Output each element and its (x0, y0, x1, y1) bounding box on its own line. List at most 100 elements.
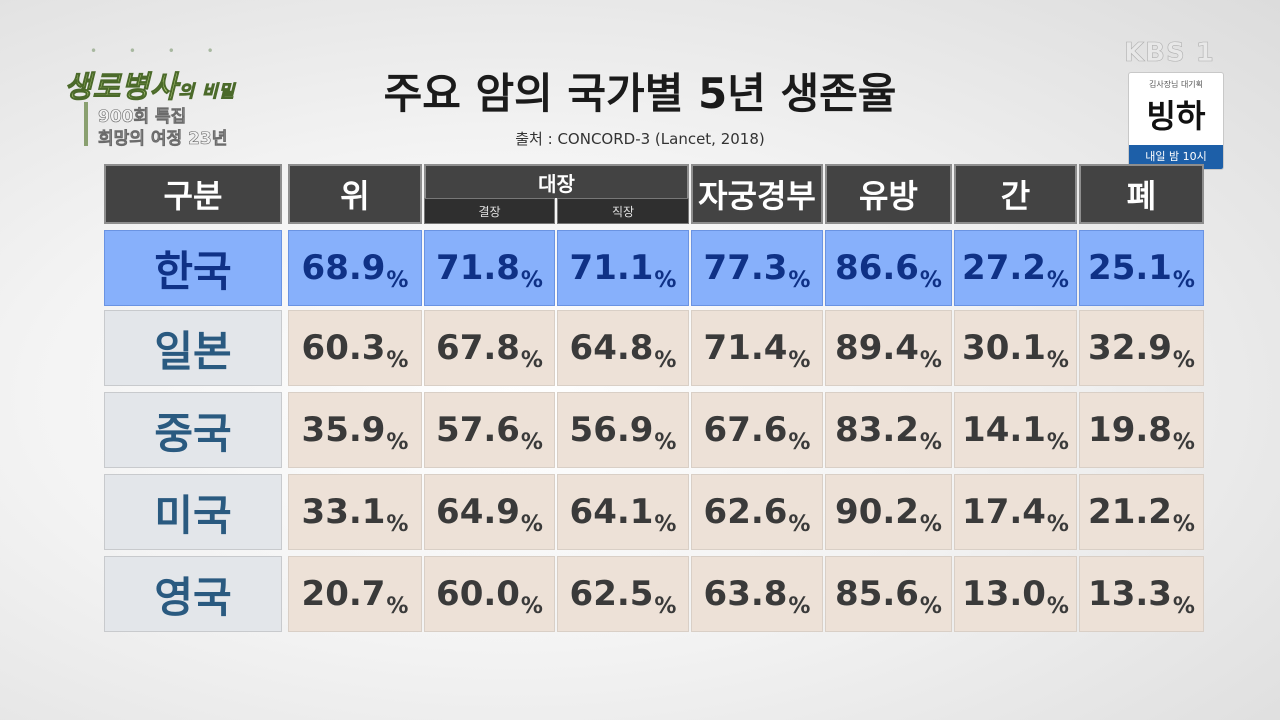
value-number: 67.6 (703, 410, 788, 450)
value-number: 77.3 (703, 248, 788, 288)
value-unit: % (788, 430, 811, 455)
value-number: 64.8 (569, 328, 654, 368)
header-2-sub-2: 직장 (557, 198, 689, 224)
value-cell-r3-c5: 83.2% (825, 392, 952, 468)
value-number: 32.9 (1088, 328, 1172, 368)
value-cell-r4-c4: 62.6% (691, 474, 823, 550)
value-cell-r5-c1: 20.7% (288, 556, 422, 632)
value-unit: % (654, 268, 677, 293)
header-2-group: 대장 (424, 164, 689, 198)
value-unit: % (520, 348, 543, 373)
program-logo-title-small: 의 비밀 (178, 82, 236, 103)
promo-tag: 김사장님 대기획 (1148, 80, 1204, 89)
value-number: 90.2 (835, 492, 919, 532)
value-unit: % (1172, 512, 1195, 537)
value-number: 67.8 (436, 328, 520, 368)
value-cell-r5-c2: 60.0% (424, 556, 555, 632)
value-number: 33.1 (301, 492, 386, 532)
value-number: 64.1 (569, 492, 654, 532)
value-cell-r4-c6: 17.4% (954, 474, 1077, 550)
value-cell-r3-c4: 67.6% (691, 392, 823, 468)
value-unit: % (1172, 430, 1195, 455)
value-number: 89.4 (835, 328, 919, 368)
program-logo-bar (84, 102, 88, 146)
value-cell-r4-c1: 33.1% (288, 474, 422, 550)
header-4: 유방 (825, 164, 952, 224)
promo-badge: 김사장님 대기획 빙하 내일 밤 10시 (1128, 72, 1224, 170)
value-cell-r1-c7: 25.1% (1079, 230, 1204, 306)
header-3: 자궁경부 (691, 164, 823, 224)
value-cell-r3-c3: 56.9% (557, 392, 689, 468)
program-logo: • • • • 생로병사의 비밀 900회 특집 희망의 여정 23년 (58, 40, 288, 160)
chart-title: 주요 암의 국가별 5년 생존율 (383, 69, 897, 118)
value-cell-r2-c5: 89.4% (825, 310, 952, 386)
value-cell-r5-c6: 13.0% (954, 556, 1077, 632)
row-label-4: 미국 (104, 474, 282, 550)
value-unit: % (520, 268, 543, 293)
value-unit: % (788, 512, 811, 537)
value-number: 63.8 (703, 574, 788, 614)
program-logo-title-main: 생로병사 (63, 70, 179, 106)
value-number: 30.1 (962, 328, 1046, 368)
value-number: 25.1 (1088, 248, 1172, 288)
value-unit: % (788, 348, 811, 373)
value-unit: % (386, 594, 409, 619)
program-logo-title: 생로병사의 비밀 (63, 62, 236, 106)
value-unit: % (919, 348, 942, 373)
value-cell-r1-c3: 71.1% (557, 230, 689, 306)
header-6: 폐 (1079, 164, 1204, 224)
value-unit: % (654, 512, 677, 537)
value-cell-r2-c3: 64.8% (557, 310, 689, 386)
value-number: 14.1 (962, 410, 1046, 450)
value-unit: % (1046, 430, 1069, 455)
value-cell-r1-c2: 71.8% (424, 230, 555, 306)
value-number: 60.0 (436, 574, 520, 614)
value-cell-r2-c6: 30.1% (954, 310, 1077, 386)
value-unit: % (520, 512, 543, 537)
program-subtitle-1: 900회 특집 (98, 107, 187, 128)
value-unit: % (520, 594, 543, 619)
chart-source: 출처 : CONCORD-3 (Lancet, 2018) (515, 130, 765, 148)
header-5: 간 (954, 164, 1077, 224)
value-unit: % (919, 430, 942, 455)
value-cell-r2-c2: 67.8% (424, 310, 555, 386)
value-unit: % (788, 594, 811, 619)
value-cell-r5-c7: 13.3% (1079, 556, 1204, 632)
value-number: 13.3 (1088, 574, 1172, 614)
row-label-5: 영국 (104, 556, 282, 632)
value-unit: % (386, 430, 409, 455)
value-cell-r1-c1: 68.9% (288, 230, 422, 306)
row-label-2: 일본 (104, 310, 282, 386)
value-number: 62.6 (703, 492, 788, 532)
value-cell-r2-c1: 60.3% (288, 310, 422, 386)
row-label-1: 한국 (104, 230, 282, 306)
value-unit: % (520, 430, 543, 455)
value-number: 17.4 (962, 492, 1046, 532)
value-cell-r2-c4: 71.4% (691, 310, 823, 386)
value-unit: % (1172, 268, 1195, 293)
header-2-sub-1: 결장 (424, 198, 555, 224)
value-number: 64.9 (436, 492, 520, 532)
value-cell-r2-c7: 32.9% (1079, 310, 1204, 386)
value-cell-r3-c1: 35.9% (288, 392, 422, 468)
value-cell-r1-c4: 77.3% (691, 230, 823, 306)
value-number: 71.8 (436, 248, 520, 288)
promo-title: 빙하 (1146, 97, 1206, 135)
row-label-3: 중국 (104, 392, 282, 468)
value-number: 56.9 (569, 410, 654, 450)
value-unit: % (654, 594, 677, 619)
value-number: 19.8 (1088, 410, 1172, 450)
value-cell-r5-c5: 85.6% (825, 556, 952, 632)
value-unit: % (919, 268, 942, 293)
program-subtitle-2: 희망의 여정 23년 (98, 129, 228, 150)
value-unit: % (1172, 594, 1195, 619)
value-unit: % (1046, 512, 1069, 537)
value-unit: % (654, 348, 677, 373)
value-unit: % (654, 430, 677, 455)
value-number: 13.0 (962, 574, 1046, 614)
value-number: 60.3 (301, 328, 386, 368)
value-unit: % (1172, 348, 1195, 373)
value-number: 86.6 (835, 248, 919, 288)
value-number: 35.9 (301, 410, 386, 450)
value-cell-r4-c5: 90.2% (825, 474, 952, 550)
